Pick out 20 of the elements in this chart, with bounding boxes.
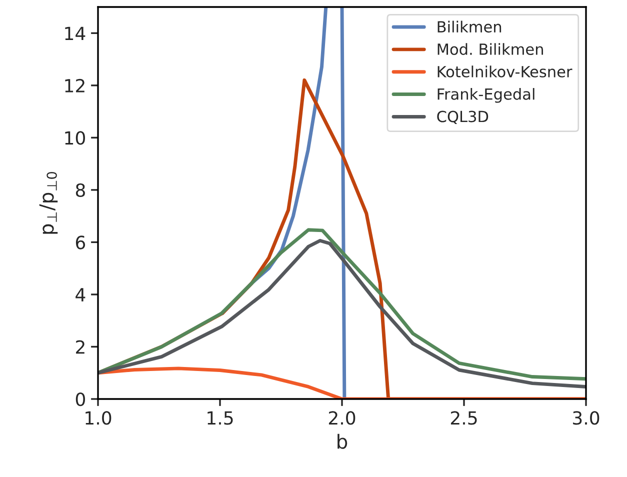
y-tick-label: 4 xyxy=(76,288,86,302)
y-tick-label: 12 xyxy=(65,78,84,92)
legend-label: Kotelnikov-Kesner xyxy=(438,66,572,78)
x-tick-label: 2.0 xyxy=(328,411,356,425)
x-tick-label: 2.5 xyxy=(450,411,477,425)
y-tick-label: 2 xyxy=(76,340,84,354)
legend-label: Mod. Bilikmen xyxy=(438,43,543,55)
legend-label: CQL3D xyxy=(437,110,488,124)
y-tick-label: 10 xyxy=(65,131,85,145)
x-tick-label: 3.0 xyxy=(573,411,600,425)
x-tick-label: 1.0 xyxy=(86,411,112,425)
y-tick-label: 0 xyxy=(76,392,85,406)
legend-label: Frank-Egedal xyxy=(438,88,534,103)
x-axis-title: b xyxy=(338,434,348,449)
y-tick-label: 14 xyxy=(65,26,86,40)
y-tick-label: 8 xyxy=(76,183,85,198)
y-axis-title: p$_{⊥}$/p$_{⊥0}$ xyxy=(39,172,58,234)
x-tick-label: 1.5 xyxy=(208,411,233,425)
legend-label: Bilikmen xyxy=(438,20,502,33)
y-tick-label: 6 xyxy=(76,236,86,250)
